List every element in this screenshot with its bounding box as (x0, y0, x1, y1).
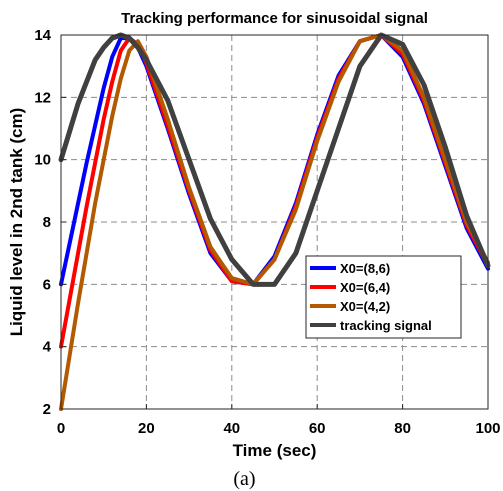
x-tick-label: 0 (57, 420, 65, 437)
x-tick-label: 60 (309, 420, 326, 437)
tick-labels: 0 20 40 60 80 100 2 4 6 8 10 12 14 (34, 27, 500, 437)
y-tick-label: 6 (43, 276, 51, 293)
figure-caption: (a) (233, 468, 255, 490)
x-tick-label: 80 (394, 420, 411, 437)
x-tick-label: 100 (475, 420, 500, 437)
y-tick-label: 10 (34, 152, 51, 169)
y-axis-label: Liquid level in 2nd tank (cm) (7, 108, 26, 337)
legend: X0=(8,6) X0=(6,4) X0=(4,2) tracking signal (305, 255, 462, 339)
y-tick-label: 2 (43, 401, 51, 418)
x-axis-label: Time (sec) (233, 441, 317, 460)
legend-entry-0: X0=(8,6) (340, 261, 390, 276)
series-line-3 (58, 32, 491, 287)
y-tick-label: 14 (34, 27, 51, 44)
legend-entry-3: tracking signal (340, 318, 432, 333)
y-tick-label: 4 (43, 339, 52, 356)
x-tick-label: 20 (138, 420, 155, 437)
series-lines (58, 32, 491, 411)
chart-title: Tracking performance for sinusoidal sign… (121, 10, 428, 27)
y-tick-label: 12 (34, 89, 51, 106)
legend-entry-1: X0=(6,4) (340, 280, 390, 295)
y-tick-label: 8 (43, 214, 51, 231)
x-tick-label: 40 (223, 420, 240, 437)
series-line-2 (59, 33, 490, 411)
legend-entry-2: X0=(4,2) (340, 299, 390, 314)
